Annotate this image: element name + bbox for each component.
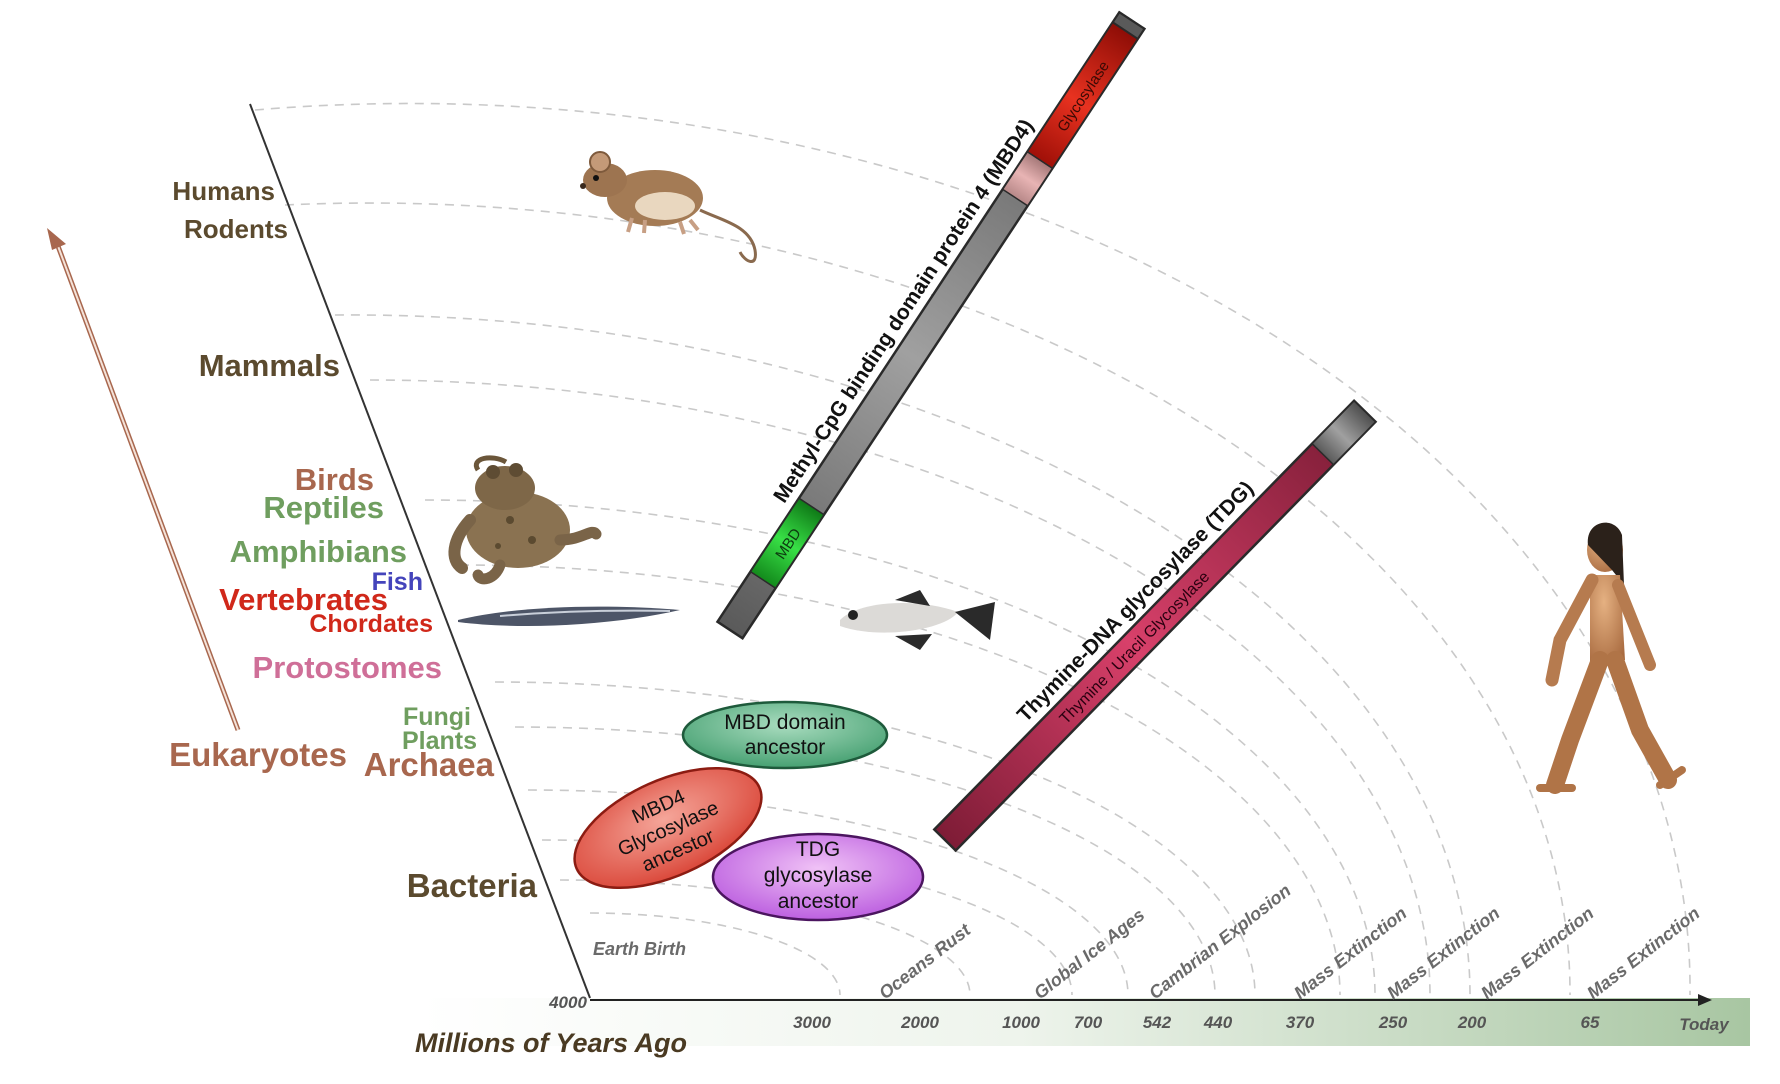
event-global-ice-ages: Global Ice Ages xyxy=(1030,905,1148,1003)
tick-250: 250 xyxy=(1378,1013,1408,1032)
mbd-domain-line1: MBD domain xyxy=(724,711,845,734)
tick-200: 200 xyxy=(1457,1013,1487,1032)
mbd-domain-ancestor: MBD domain ancestor xyxy=(681,700,889,770)
timeline-labels: Millions of Years Ago 4000 3000 2000 100… xyxy=(415,993,1730,1058)
tdg-tail-segment xyxy=(1311,399,1377,466)
frog-image xyxy=(448,455,602,585)
fish-image xyxy=(840,590,995,650)
tick-2000: 2000 xyxy=(900,1013,939,1032)
lineage-fish: Fish xyxy=(372,568,423,596)
lamprey-image xyxy=(458,606,680,626)
mouse-image xyxy=(580,151,757,263)
lineage-archaea: Archaea xyxy=(364,746,495,783)
lineage-vertebrates: Vertebrates xyxy=(219,582,388,617)
tick-440: 440 xyxy=(1203,1013,1233,1032)
lineage-amphibians: Amphibians xyxy=(230,534,407,569)
mbd4-title: Methyl-CpG binding domain protein 4 (MBD… xyxy=(769,115,1038,507)
tick-370: 370 xyxy=(1286,1013,1315,1032)
mbd-segment xyxy=(749,497,826,590)
evolution-arrow-icon xyxy=(47,228,241,731)
lineage-eukaryotes: Eukaryotes xyxy=(169,736,347,773)
lineage-mammals: Mammals xyxy=(199,348,340,383)
event-oceans-rust: Oceans Rust xyxy=(875,919,975,1003)
lineage-reptiles: Reptiles xyxy=(263,490,384,525)
lineage-humans: Humans xyxy=(172,176,275,206)
timeline-band xyxy=(420,994,1750,1046)
tick-65: 65 xyxy=(1581,1013,1600,1032)
lineage-plants: Plants xyxy=(402,727,477,755)
mbd4-bar: MBD Glycosylase Methyl-CpG binding domai… xyxy=(715,10,1147,640)
event-earth-birth: Earth Birth xyxy=(593,939,686,959)
mbd-domain-line2: ancestor xyxy=(745,736,826,759)
axis-title: Millions of Years Ago xyxy=(415,1028,687,1058)
tick-1000: 1000 xyxy=(1002,1013,1040,1032)
tick-today: Today xyxy=(1679,1015,1730,1034)
tick-3000: 3000 xyxy=(793,1013,831,1032)
lineage-bacteria: Bacteria xyxy=(407,867,538,904)
lineage-birds: Birds xyxy=(295,462,374,497)
tick-542: 542 xyxy=(1143,1013,1172,1032)
tdg-ancestor-line3: ancestor xyxy=(778,890,859,913)
lineage-axis xyxy=(249,103,591,999)
lineage-chordates: Chordates xyxy=(309,610,433,638)
lineage-fungi: Fungi xyxy=(403,703,471,731)
tdg-ancestor-line1: TDG xyxy=(796,838,840,861)
tick-start: 4000 xyxy=(548,993,587,1012)
lineage-protostomes: Protostomes xyxy=(253,650,442,685)
event-mass-extinction-4: Mass Extinction xyxy=(1583,903,1703,1003)
tdg-title: Thymine-DNA glycosylase (TDG) xyxy=(1013,477,1258,727)
tdg-ancestor-line2: glycosylase xyxy=(764,864,873,887)
tdg-glycosylase-ancestor: TDG glycosylase ancestor xyxy=(711,832,925,922)
tick-700: 700 xyxy=(1074,1013,1103,1032)
human-image xyxy=(1536,522,1686,794)
lineage-labels: Humans Rodents Mammals Birds Reptiles Am… xyxy=(169,176,538,904)
lineage-rodents: Rodents xyxy=(184,214,288,244)
